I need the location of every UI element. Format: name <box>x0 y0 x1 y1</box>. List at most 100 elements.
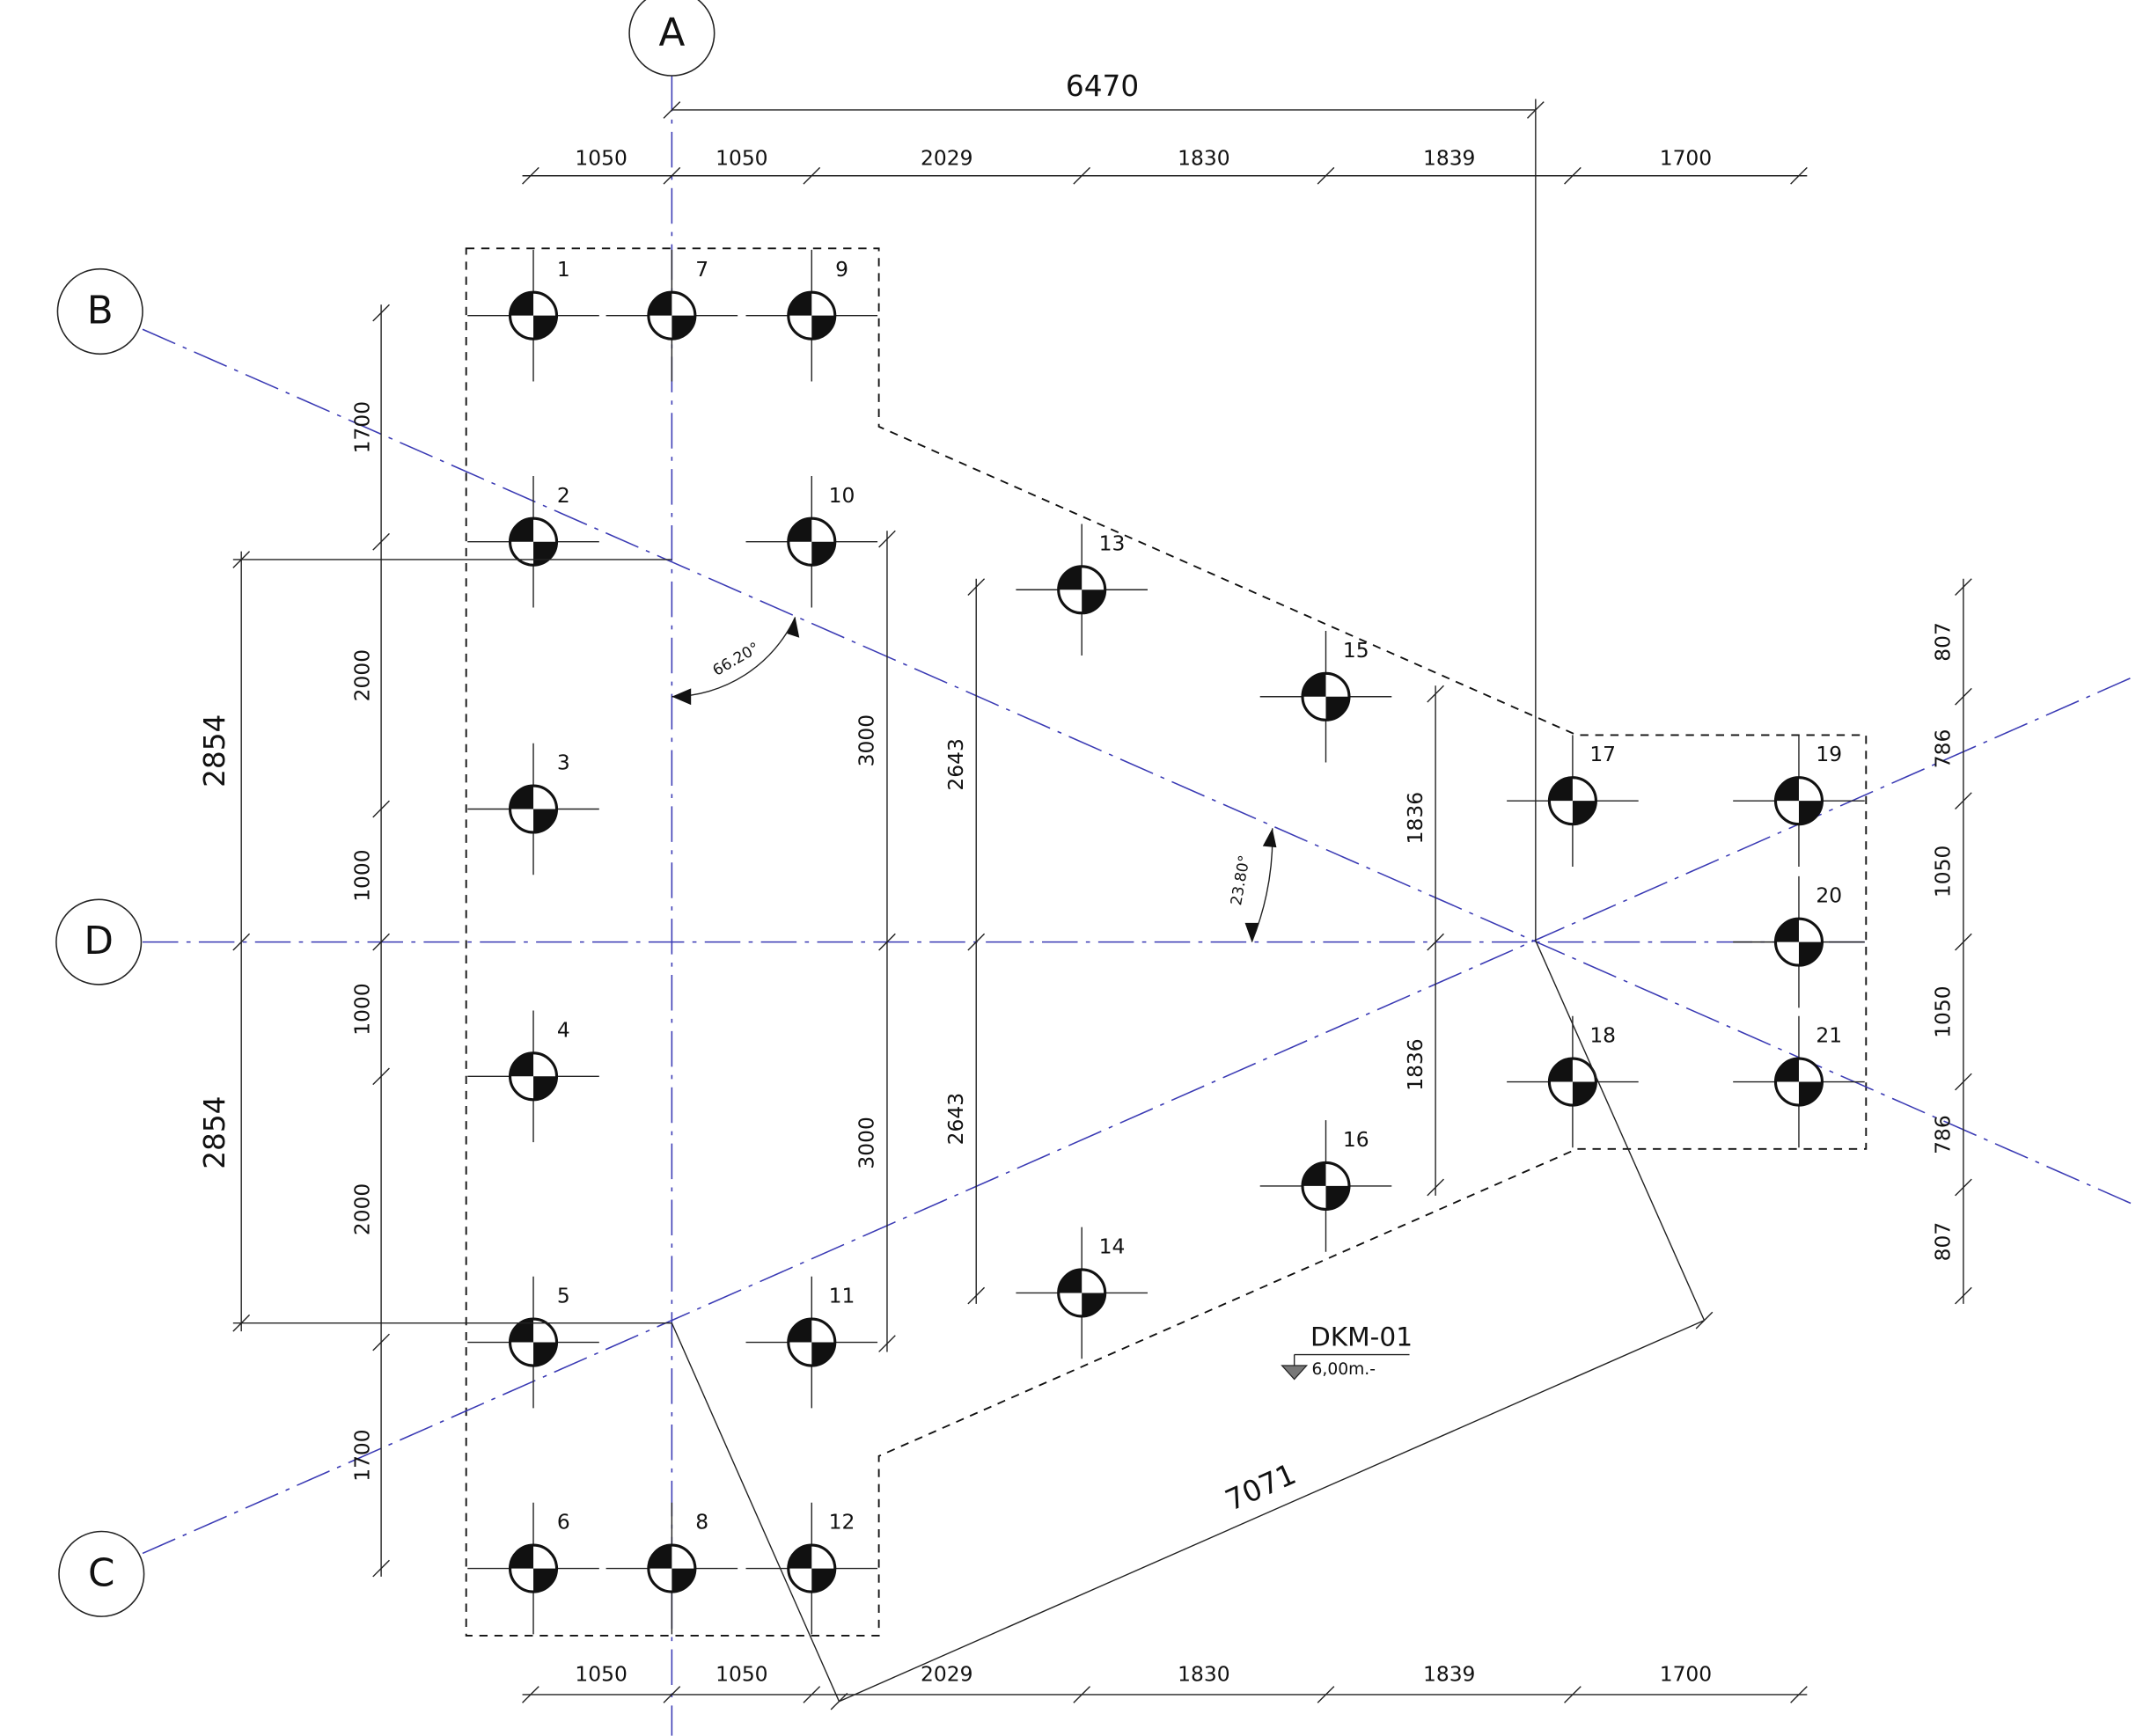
grid-label: A <box>658 11 685 55</box>
dimension-text: 6470 <box>1066 70 1139 103</box>
pile-quadrant <box>533 1342 557 1366</box>
dimension-tick <box>1955 933 1972 951</box>
pile-quadrant <box>1572 801 1596 824</box>
dimension-tick <box>1427 933 1444 951</box>
pile-number: 1 <box>557 257 570 282</box>
dimension-text: 1700 <box>349 1429 374 1481</box>
pile-quadrant <box>811 1568 835 1593</box>
dimension-tick <box>967 933 986 951</box>
dimension-tick <box>1073 166 1091 185</box>
angle-arrow <box>672 688 692 706</box>
pile-number: 6 <box>557 1510 570 1535</box>
dimension-tick <box>1955 578 1972 596</box>
dimension-text: 807 <box>1931 1222 1956 1262</box>
pile-quadrant <box>648 1545 672 1569</box>
dimension-text: 1836 <box>1403 792 1427 844</box>
dimension-text: 1830 <box>1178 1662 1229 1687</box>
dimension-tick <box>1073 1686 1091 1703</box>
dimension-text: 1050 <box>1931 985 1956 1037</box>
dimension-tick <box>967 1286 986 1305</box>
dimension-tick <box>663 101 681 119</box>
pile-quadrant <box>1549 777 1573 802</box>
dimension-text: 1050 <box>716 146 767 171</box>
pile-number: 2 <box>557 483 570 508</box>
dimension-text: 786 <box>1931 729 1956 769</box>
pile-quadrant <box>533 1568 557 1593</box>
dimension-tick <box>372 304 390 322</box>
dimension-text: 1830 <box>1178 146 1229 171</box>
dimension-line <box>1535 940 1706 1321</box>
pile-quadrant <box>788 1319 812 1343</box>
dimension-text: 2854 <box>198 714 231 787</box>
pile-quadrant <box>811 541 835 566</box>
dimension-tick <box>878 933 896 951</box>
foundation-outline <box>465 247 1868 1637</box>
pile-number: 18 <box>1589 1023 1616 1048</box>
dimension-text: 1050 <box>575 146 627 171</box>
dimension-tick <box>1790 1686 1808 1703</box>
pile-quadrant <box>1303 673 1326 697</box>
dimension-text: 2643 <box>943 738 968 790</box>
pile-number: 10 <box>829 483 855 508</box>
angle-arrow <box>1262 828 1277 848</box>
dimension-text: 807 <box>1931 622 1956 662</box>
grid-label: B <box>87 289 114 333</box>
pile-quadrant <box>788 292 812 316</box>
dimension-text: 7071 <box>1221 1457 1301 1518</box>
dimension-text: 2029 <box>921 1662 972 1687</box>
dimension-tick <box>1955 1286 1972 1305</box>
pile-number: 20 <box>1816 883 1842 908</box>
pile-quadrant <box>510 1545 534 1569</box>
dimension-text: 2000 <box>349 649 374 701</box>
pile-quadrant <box>510 292 534 316</box>
dimension-tick <box>803 166 821 185</box>
pile-number: 16 <box>1343 1127 1369 1152</box>
dimension-text: 2643 <box>943 1093 968 1145</box>
dimension-tick <box>1955 687 1972 706</box>
angle-text: 66.20° <box>710 640 763 680</box>
pile-number: 21 <box>1816 1023 1842 1048</box>
dimension-text: 1700 <box>349 401 374 453</box>
dimension-text: 2029 <box>921 146 972 171</box>
grid-bubble <box>56 267 143 355</box>
dimension-tick <box>663 166 681 185</box>
pile-quadrant <box>533 315 557 340</box>
pile-quadrant <box>1325 696 1349 721</box>
pile-number: 17 <box>1589 742 1616 766</box>
dimension-text: 786 <box>1931 1115 1956 1154</box>
label-level: 6,00m.- <box>1311 1360 1376 1379</box>
angle-arrow <box>1244 922 1259 942</box>
angle-text: 23.80° <box>1228 853 1254 906</box>
dimension-text: 3000 <box>855 714 879 766</box>
dimension-tick <box>372 532 390 551</box>
dimension-text: 1000 <box>349 983 374 1035</box>
dimension-tick <box>232 933 251 951</box>
dimension-text: 1050 <box>716 1662 767 1687</box>
pile-quadrant <box>1775 777 1799 802</box>
pile-quadrant <box>510 786 534 809</box>
pile-number: 7 <box>695 257 708 282</box>
pile-number: 13 <box>1099 531 1126 555</box>
dimension-text: 1839 <box>1423 146 1475 171</box>
dimension-tick <box>372 1333 390 1351</box>
level-marker <box>1281 1365 1309 1381</box>
dkm-label: DKM-01 6,00m.- <box>1281 1322 1413 1381</box>
pile-quadrant <box>1798 941 1823 966</box>
pile-quadrant <box>788 518 812 542</box>
pile-number: 15 <box>1343 638 1369 663</box>
pile-number: 5 <box>557 1284 570 1308</box>
dimension-line <box>839 1319 1705 1703</box>
dimension-text: 1000 <box>349 849 374 901</box>
pile-quadrant <box>510 1319 534 1343</box>
pile-quadrant <box>811 1342 835 1366</box>
label-title: DKM-01 <box>1310 1322 1413 1351</box>
pile-quadrant <box>533 1076 557 1100</box>
grid-label: D <box>84 919 114 963</box>
dimension-tick <box>1427 685 1444 703</box>
angle-arrow <box>787 617 800 638</box>
dimension-tick <box>1790 166 1808 185</box>
pile-number: 12 <box>829 1510 855 1535</box>
pile-quadrant <box>1082 1293 1105 1316</box>
pile-quadrant <box>1798 1081 1823 1106</box>
